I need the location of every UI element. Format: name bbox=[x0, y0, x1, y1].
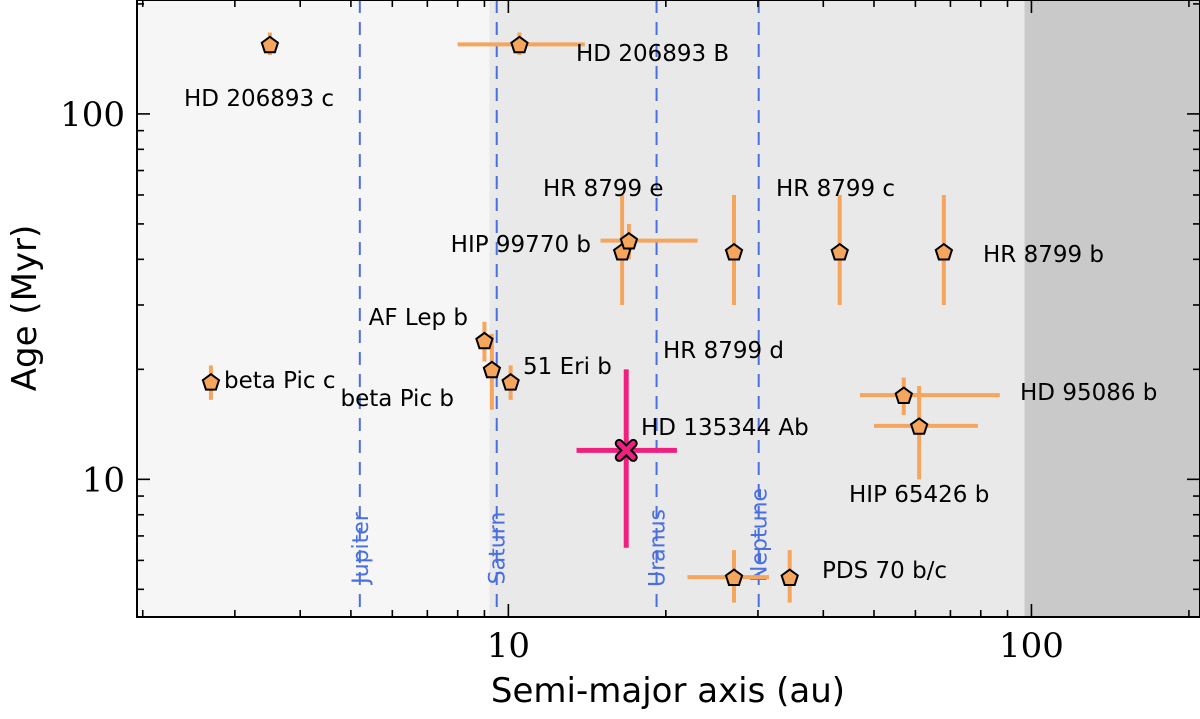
label-af-lep-b: AF Lep b bbox=[369, 305, 468, 331]
marker-beta-pic-c bbox=[201, 372, 221, 391]
marker-pds-70-b-c bbox=[724, 568, 744, 586]
y-axis-title: Age (Myr) bbox=[5, 225, 45, 392]
plot-frame bbox=[136, 0, 1200, 618]
label-hr-8799-b: HR 8799 b bbox=[983, 242, 1104, 268]
region-0 bbox=[137, 0, 490, 617]
x-tick-label: 100 bbox=[999, 626, 1064, 666]
label-hd-95086-b: HD 95086 b bbox=[1020, 380, 1157, 406]
label-51-eri-b: 51 Eri b bbox=[523, 354, 612, 380]
x-tick-label: 10 bbox=[487, 626, 530, 666]
marker-fill-hd-135344-ab bbox=[616, 440, 636, 460]
marker-51-eri-b bbox=[501, 372, 520, 391]
label-hr-8799-c: HR 8799 c bbox=[776, 176, 895, 202]
y-tick-label: 10 bbox=[82, 460, 125, 500]
marker-hd-95086-b bbox=[894, 386, 914, 404]
marker-hr-8799-c bbox=[830, 242, 849, 261]
marker-hr-8799-d bbox=[724, 242, 744, 261]
label-hr-8799-d: HR 8799 d bbox=[663, 338, 784, 364]
label-hd-135344-ab: HD 135344 Ab bbox=[641, 415, 809, 441]
marker-af-lep-b bbox=[475, 331, 494, 350]
label-hd-206893-b: HD 206893 B bbox=[576, 41, 729, 67]
label-hr-8799-e: HR 8799 e bbox=[543, 176, 664, 202]
label-uranus: Uranus bbox=[646, 509, 671, 587]
label-saturn: Saturn bbox=[486, 512, 511, 585]
point-labels: HD 206893 c HD 206893 B HR 8799 e HIP 99770… bbox=[184, 41, 1157, 584]
label-beta-pic-c: beta Pic c bbox=[224, 368, 336, 394]
marker-beta-pic-b bbox=[482, 360, 502, 379]
region-2 bbox=[1024, 0, 1200, 617]
background-regions bbox=[137, 0, 1200, 617]
marker-hd-206893-c bbox=[260, 35, 280, 54]
marker-hr-8799-b bbox=[934, 242, 954, 261]
label-jupiter: Jupiter bbox=[349, 511, 374, 586]
label-hip-99770-b: HIP 99770 b bbox=[451, 232, 591, 258]
solar-system-lines: Jupiter Saturn Uranus Neptune bbox=[349, 0, 773, 617]
label-hip-65426-b: HIP 65426 b bbox=[849, 482, 989, 508]
label-hd-206893-c: HD 206893 c bbox=[184, 86, 334, 112]
marker-hip-99770-b bbox=[619, 231, 639, 250]
x-axis-title: Semi-major axis (au) bbox=[491, 671, 845, 711]
marker-hd-135344-ab bbox=[614, 438, 638, 462]
y-tick-label: 100 bbox=[60, 95, 125, 135]
region-1 bbox=[489, 0, 1025, 617]
marker-hip-65426-b bbox=[909, 417, 929, 435]
label-neptune: Neptune bbox=[748, 488, 773, 582]
label-pds-70-b-c: PDS 70 b/c bbox=[822, 558, 947, 584]
data-markers bbox=[201, 35, 954, 586]
axis-ticks: 10 100 10 100 bbox=[60, 0, 1200, 666]
marker-hd-206893-b bbox=[510, 35, 529, 54]
marker-point bbox=[780, 568, 799, 586]
label-beta-pic-b: beta Pic b bbox=[341, 386, 454, 412]
